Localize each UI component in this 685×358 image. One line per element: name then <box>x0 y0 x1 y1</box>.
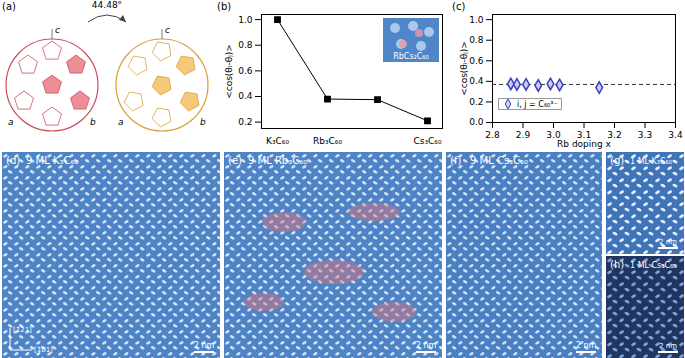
svg-text:2.8: 2.8 <box>485 130 500 140</box>
html-text:(a): (a) <box>2 1 16 12</box>
svg-text:K₃C₆₀: K₃C₆₀ <box>266 136 289 146</box>
svg-text:<cos(θᵢ-θⱼ)>: <cos(θᵢ-θⱼ)> <box>224 44 234 99</box>
svg-text:2.9: 2.9 <box>516 130 531 140</box>
svg-text:2 nm: 2 nm <box>194 341 215 350</box>
svg-text:0.2: 0.2 <box>469 97 483 107</box>
svg-text:2 nm: 2 nm <box>659 342 677 350</box>
svg-text:0.4: 0.4 <box>238 91 253 101</box>
svg-text:0.6: 0.6 <box>238 66 253 76</box>
svg-text:2 nm: 2 nm <box>416 341 437 350</box>
svg-text:44.48°: 44.48° <box>92 0 122 10</box>
svg-text:b: b <box>200 117 206 127</box>
svg-text:1 ML K₃C₆₀: 1 ML K₃C₆₀ <box>630 157 672 166</box>
svg-text:<cos(θᵢ-θⱼ)>: <cos(θᵢ-θⱼ)> <box>459 41 469 96</box>
svg-text:(d): (d) <box>6 155 20 166</box>
svg-text:3.0: 3.0 <box>546 129 561 140</box>
svg-text:9 ML Rb₃C₆₀: 9 ML Rb₃C₆₀ <box>248 155 307 166</box>
html-text:(c): (c) <box>452 1 466 12</box>
svg-text:(f): (f) <box>450 155 461 166</box>
svg-text:1.0: 1.0 <box>469 15 484 25</box>
svg-text:3.3: 3.3 <box>638 130 652 140</box>
svg-text:0.0: 0.0 <box>469 117 484 127</box>
svg-text:(e): (e) <box>228 155 242 166</box>
svg-text:0.8: 0.8 <box>469 35 484 45</box>
svg-text:RbCs₂C₆₀: RbCs₂C₆₀ <box>393 52 429 61</box>
svg-text:2 nm: 2 nm <box>576 341 597 350</box>
svg-text:a: a <box>8 117 14 127</box>
html-text:(b): (b) <box>217 1 232 12</box>
svg-text:3.4: 3.4 <box>668 130 683 140</box>
svg-text:9 ML Cs₃C₆₀: 9 ML Cs₃C₆₀ <box>470 155 528 166</box>
svg-text:1 ML Cs₃C₆₀: 1 ML Cs₃C₆₀ <box>630 261 677 270</box>
svg-text:2 nm: 2 nm <box>659 238 677 246</box>
svg-text:0.8: 0.8 <box>238 40 253 50</box>
svg-text:(h): (h) <box>610 259 624 270</box>
svg-text:c: c <box>165 25 170 35</box>
svg-text:3.2: 3.2 <box>607 129 622 140</box>
svg-text:b: b <box>90 117 96 127</box>
svg-text:(g): (g) <box>610 155 624 166</box>
html-text:i, j = C₆₀³⁻: i, j = C₆₀³⁻ <box>517 99 558 109</box>
svg-text:Rb₃C₆₀: Rb₃C₆₀ <box>313 136 342 146</box>
svg-text:3.1: 3.1 <box>576 129 592 140</box>
svg-text:0.2: 0.2 <box>238 117 252 127</box>
svg-text:0.6: 0.6 <box>469 56 484 66</box>
svg-text:1.0: 1.0 <box>238 15 253 25</box>
svg-text:9 ML K₃C₆₀: 9 ML K₃C₆₀ <box>26 155 79 166</box>
svg-text:a: a <box>118 117 124 127</box>
svg-text:Rb doping x: Rb doping x <box>557 139 612 149</box>
svg-text:[1̄01]: [1̄01] <box>34 346 53 354</box>
svg-text:Cs₃C₆₀: Cs₃C₆₀ <box>413 136 441 146</box>
svg-text:[1̄21]: [1̄21] <box>13 326 32 334</box>
svg-text:c: c <box>55 25 60 35</box>
svg-text:0.4: 0.4 <box>469 76 484 86</box>
